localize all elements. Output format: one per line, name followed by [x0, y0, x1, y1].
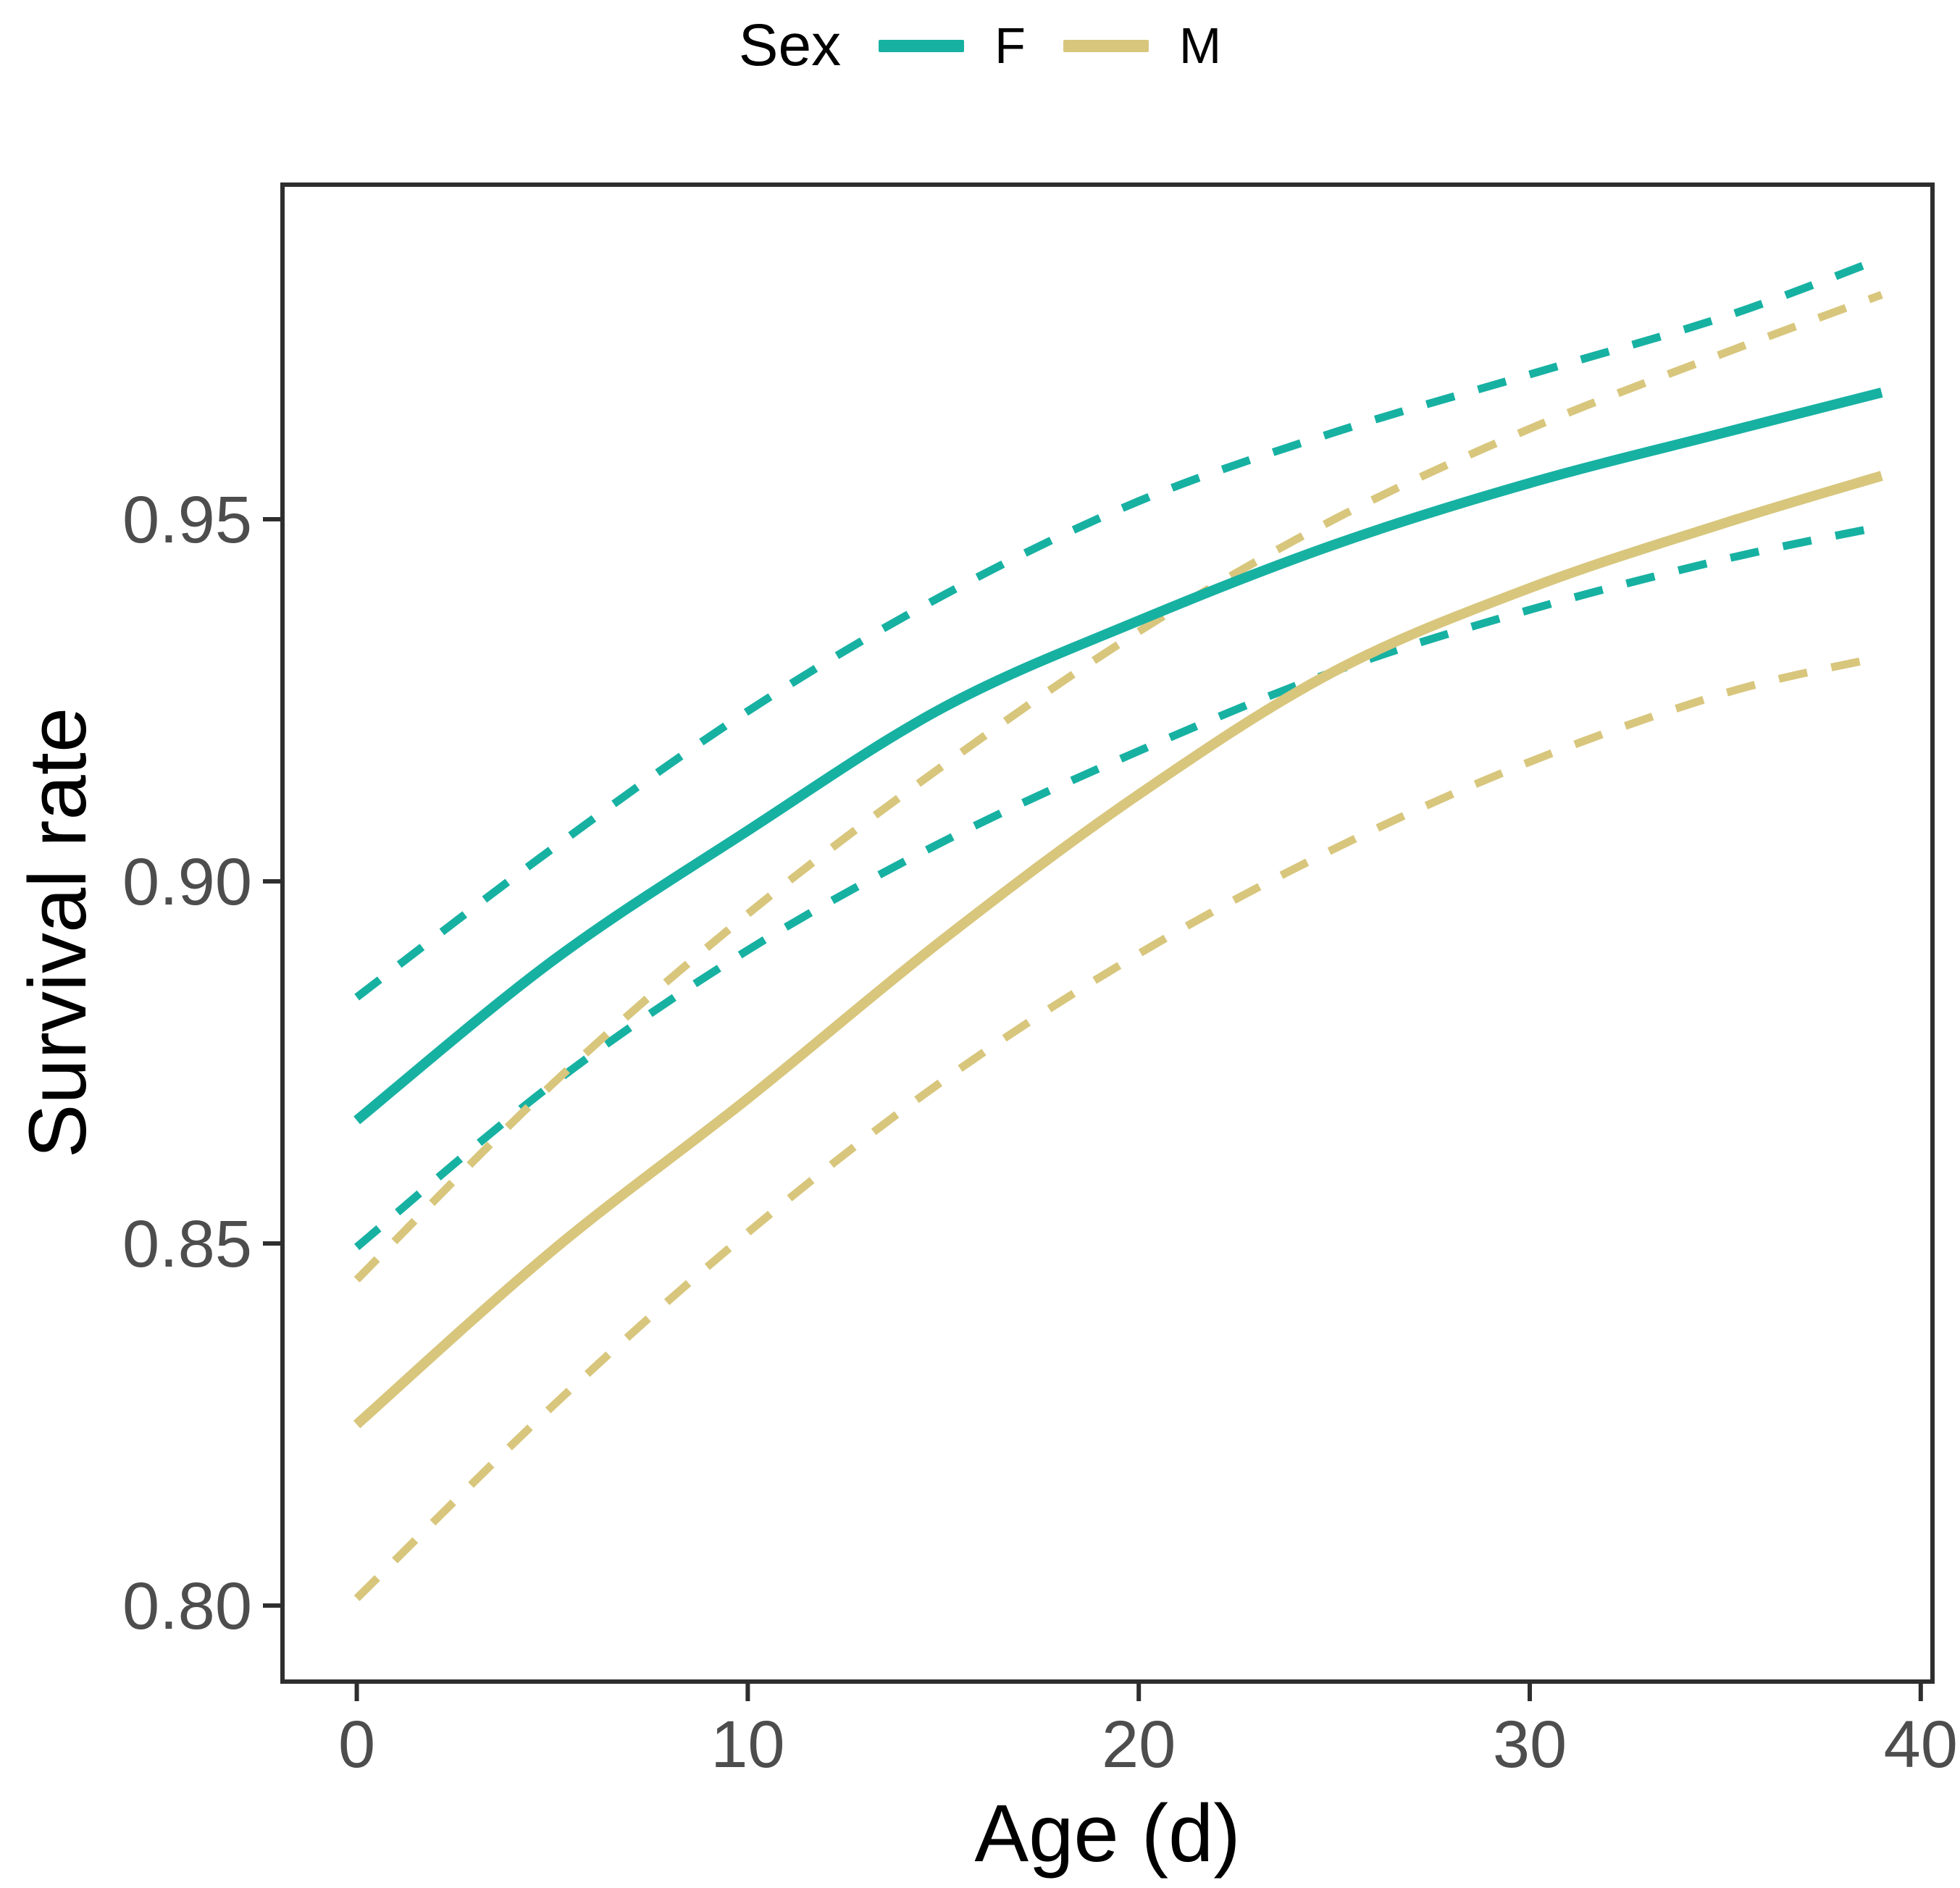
- legend-item-f: F: [879, 20, 1026, 71]
- y-tick-label: 0.80: [122, 1569, 252, 1643]
- curve-f-upper-ci: [354, 254, 1883, 1001]
- panel-border: [280, 182, 1935, 1684]
- curve-m-fitted: [353, 471, 1883, 1429]
- x-tick-label: 20: [1102, 1708, 1176, 1782]
- x-axis-title: Age (d): [974, 1788, 1240, 1879]
- x-tick-label: 10: [711, 1708, 784, 1782]
- y-tick-label: 0.85: [122, 1207, 252, 1281]
- legend-key-m-line: [1063, 39, 1149, 52]
- legend-label-f: F: [994, 17, 1026, 74]
- x-tick-label: 40: [1884, 1708, 1958, 1782]
- curve-m-upper-ci: [353, 290, 1883, 1283]
- y-tick-label: 0.95: [122, 483, 252, 557]
- legend-label-m: M: [1178, 17, 1222, 74]
- y-axis-title: Survival rate: [12, 708, 103, 1158]
- curve-f-fitted: [353, 387, 1883, 1125]
- legend-item-m: M: [1063, 20, 1221, 71]
- legend: Sex F M: [0, 6, 1960, 85]
- legend-title: Sex: [738, 12, 842, 78]
- curve-m-lower-ci: [353, 653, 1883, 1601]
- x-tick-label: 30: [1493, 1708, 1567, 1782]
- curve-f-lower-ci: [354, 522, 1882, 1251]
- legend-key-f-line: [879, 39, 965, 52]
- y-tick-label: 0.90: [122, 845, 252, 919]
- x-tick-label: 0: [338, 1708, 375, 1782]
